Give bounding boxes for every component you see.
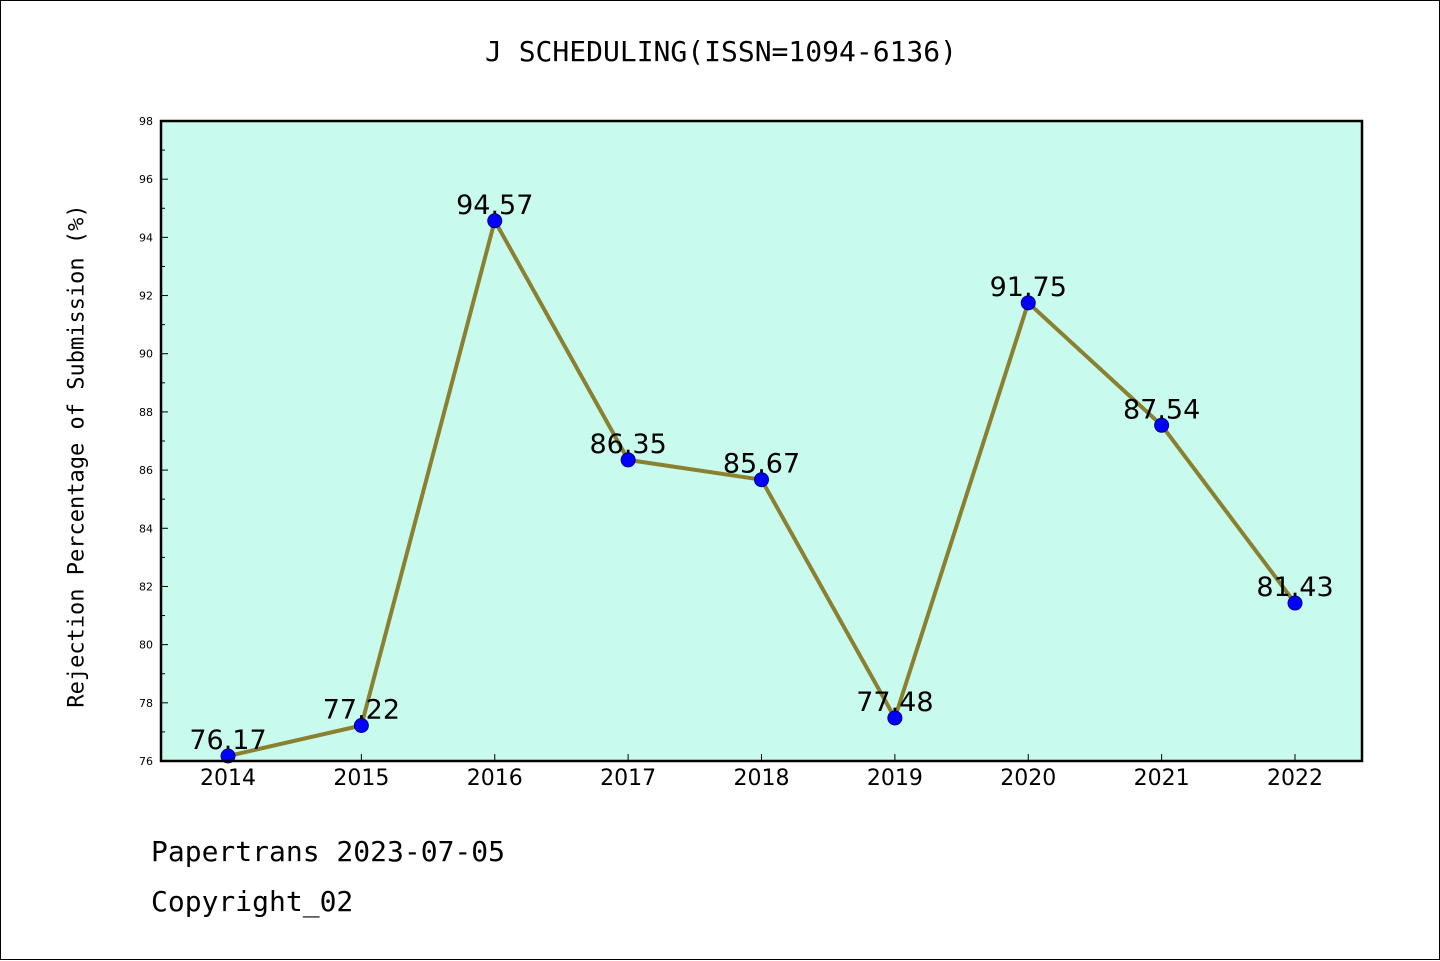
data-point — [1287, 595, 1303, 611]
y-tick-label: 94 — [139, 231, 153, 244]
x-tick-label: 2021 — [1134, 766, 1190, 791]
x-tick-label: 2019 — [867, 766, 923, 791]
y-tick-label: 90 — [139, 348, 153, 361]
data-label: 77.22 — [323, 695, 400, 726]
data-labels: 76.17 77.22 94.57 86.35 85.67 77.48 91.75 87.54… — [189, 190, 1333, 756]
x-tick-label: 2014 — [200, 766, 256, 791]
data-label: 94.57 — [456, 190, 533, 221]
plot-area — [161, 121, 1362, 761]
data-label: 77.48 — [856, 687, 933, 718]
y-tick-label: 84 — [139, 522, 153, 535]
data-label: 76.17 — [189, 725, 266, 756]
data-points — [220, 213, 1303, 764]
x-tick-label: 2022 — [1267, 766, 1323, 791]
x-tick-label: 2016 — [467, 766, 523, 791]
y-axis-ticks: 76 78 80 82 84 86 88 90 92 94 96 98 — [139, 115, 168, 768]
data-point — [487, 213, 503, 229]
data-point — [1020, 295, 1036, 311]
data-point — [1154, 417, 1170, 433]
x-axis-ticks: 2014 2015 2016 2017 2018 2019 2020 2021 2022 — [200, 754, 1323, 791]
y-tick-label: 80 — [139, 639, 153, 652]
x-tick-label: 2017 — [600, 766, 656, 791]
y-tick-label: 92 — [139, 290, 153, 303]
plot-border — [159, 119, 1364, 763]
y-tick-label: 88 — [139, 406, 153, 419]
data-point — [887, 710, 903, 726]
y-tick-label: 78 — [139, 697, 153, 710]
x-tick-label: 2018 — [734, 766, 790, 791]
data-label: 81.43 — [1256, 572, 1333, 603]
footer-copyright: Copyright_02 — [151, 885, 354, 918]
x-tick-label: 2020 — [1000, 766, 1056, 791]
data-label: 87.54 — [1123, 394, 1200, 425]
data-point — [353, 718, 369, 734]
y-tick-label: 82 — [139, 580, 153, 593]
y-tick-label: 76 — [139, 755, 153, 768]
footer-date: Papertrans 2023-07-05 — [151, 835, 506, 868]
y-tick-label: 86 — [139, 464, 153, 477]
data-point — [754, 472, 769, 488]
data-label: 85.67 — [723, 449, 800, 480]
data-label: 91.75 — [990, 272, 1067, 303]
data-label: 86.35 — [589, 429, 666, 460]
data-point — [220, 748, 236, 764]
chart-title: J SCHEDULING(ISSN=1094-6136) — [484, 35, 957, 68]
y-tick-label: 98 — [139, 115, 153, 128]
y-tick-label: 96 — [139, 173, 153, 186]
data-point — [620, 452, 636, 468]
x-tick-label: 2015 — [333, 766, 389, 791]
